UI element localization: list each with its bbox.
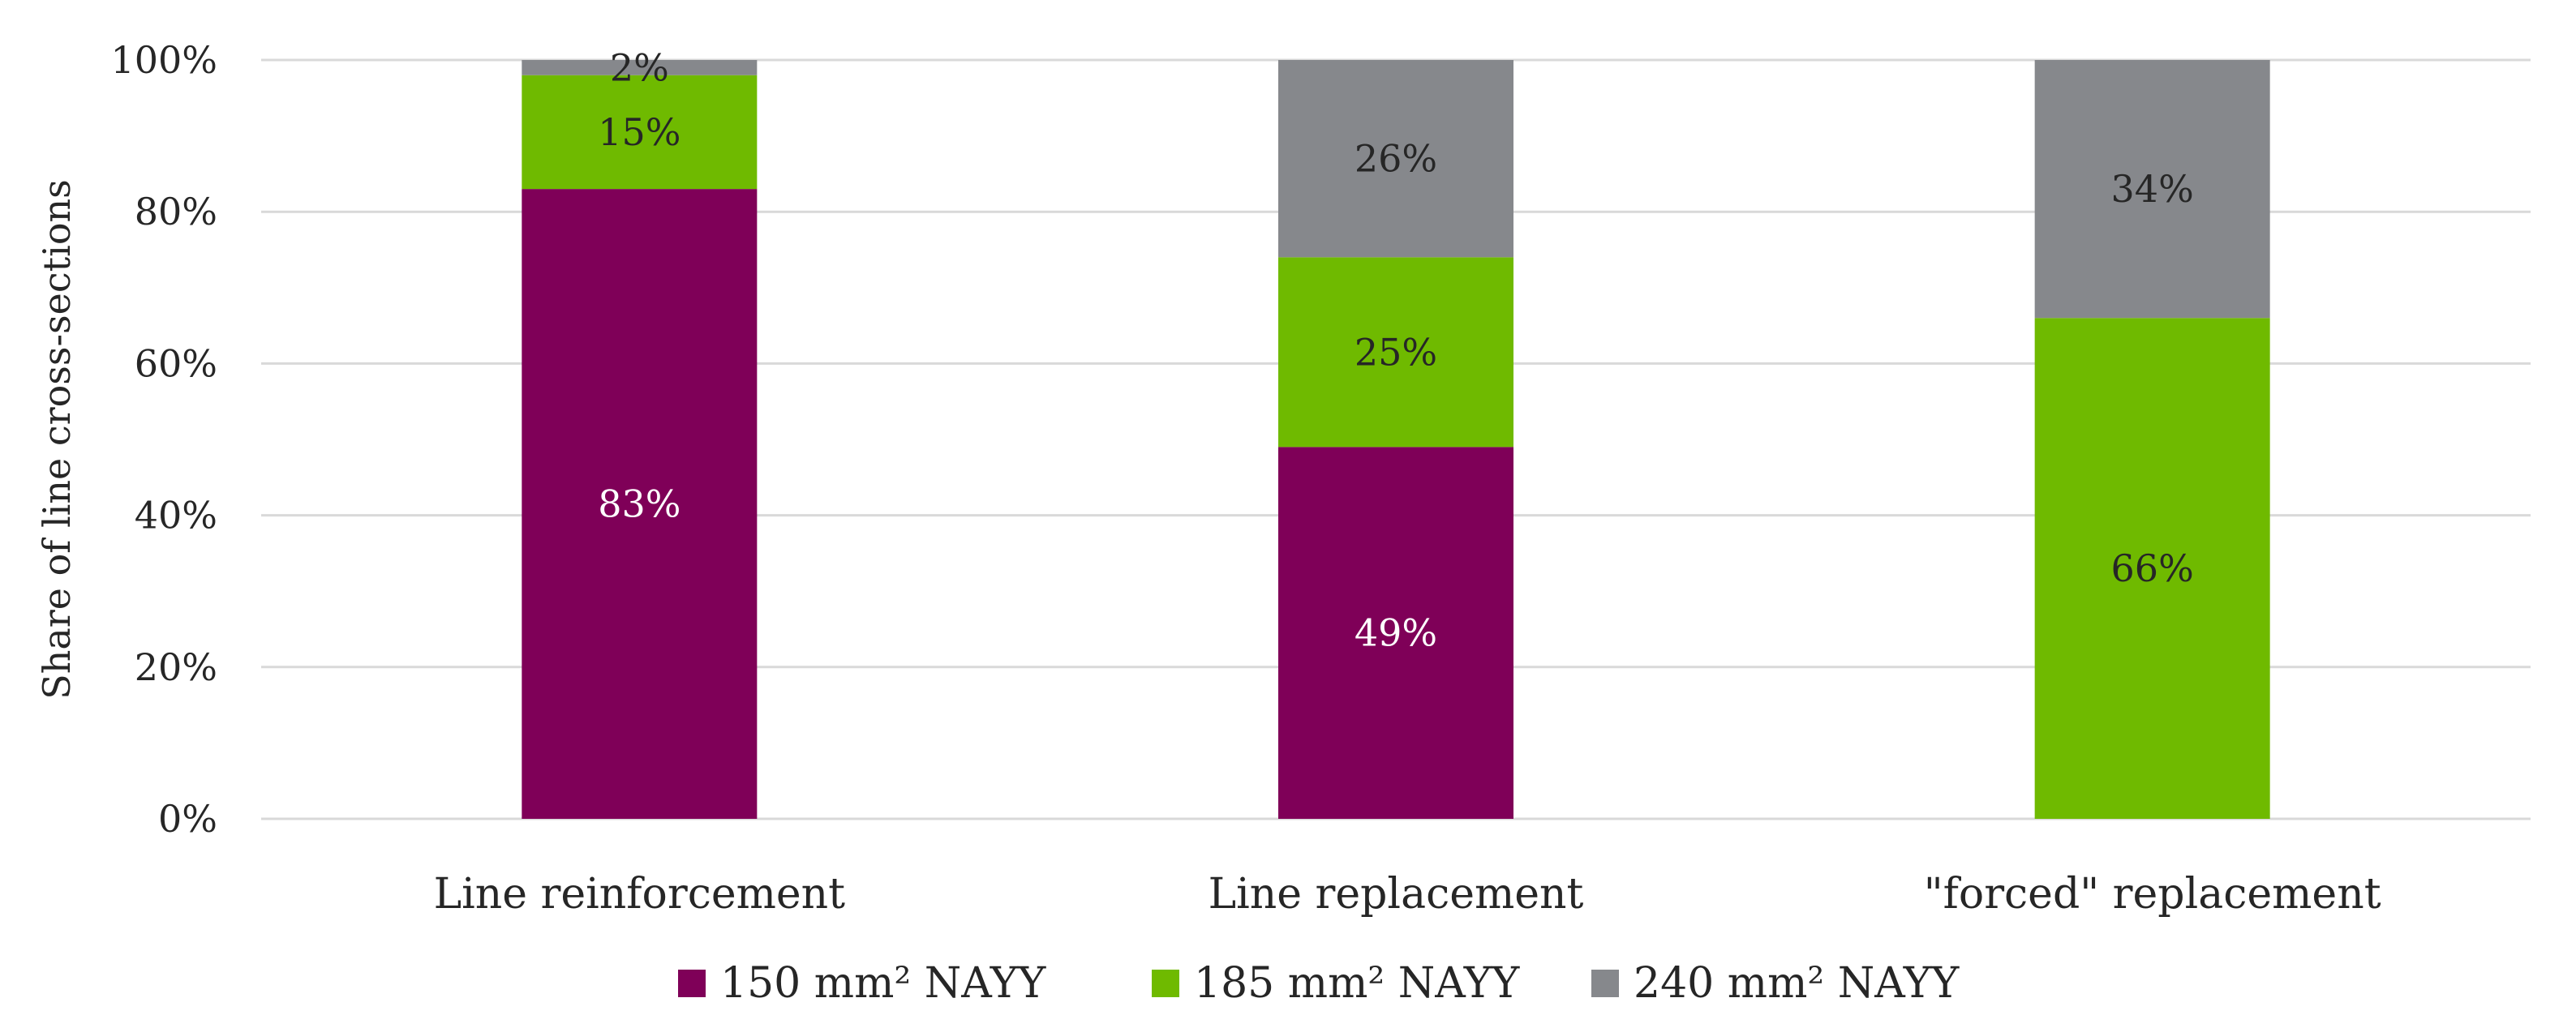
y-tick-label: 0% [158,797,217,841]
y-tick-label: 60% [135,341,217,385]
bar-segment [1278,60,1513,258]
category-label: Line reinforcement [434,870,846,919]
legend-swatch [1591,970,1619,997]
bar-stacks: 83% 15% 2% 49% 25% 26% 66% 34% [522,45,2270,819]
data-label: 83% [598,482,680,526]
legend-label: 150 mm² NAYY [720,959,1046,1008]
data-label: 49% [1355,611,1437,655]
bar-segment [2034,60,2270,319]
legend-swatch [1152,970,1179,997]
legend-swatch [678,970,706,997]
data-label: 15% [598,110,680,154]
category-label: "forced" replacement [1924,870,2381,919]
data-label: 25% [1355,330,1437,374]
bar-segment [1278,447,1513,819]
x-axis-category-labels: Line reinforcement Line replacement "force… [434,870,2381,919]
y-tick-label: 80% [135,190,217,233]
legend-label: 185 mm² NAYY [1194,959,1520,1008]
data-label: 26% [1355,137,1437,181]
data-label: 2% [610,45,669,89]
data-label: 34% [2111,167,2194,211]
category-label: Line replacement [1209,870,1584,919]
data-label: 66% [2111,546,2194,590]
y-axis-tick-labels: 0% 20% 40% 60% 80% 100% [110,38,217,841]
legend: 150 mm² NAYY 185 mm² NAYY 240 mm² NAYY [678,959,1960,1008]
y-axis-title: Share of line cross-sections [35,179,79,700]
y-tick-label: 100% [110,38,217,82]
bar-segment [522,60,758,75]
y-tick-label: 40% [135,494,217,538]
bar-segment [522,189,758,819]
legend-label: 240 mm² NAYY [1634,959,1960,1008]
bar-segment [522,75,758,190]
y-tick-label: 20% [135,645,217,689]
bar-segment [1278,257,1513,448]
bar-segment [2034,318,2270,819]
